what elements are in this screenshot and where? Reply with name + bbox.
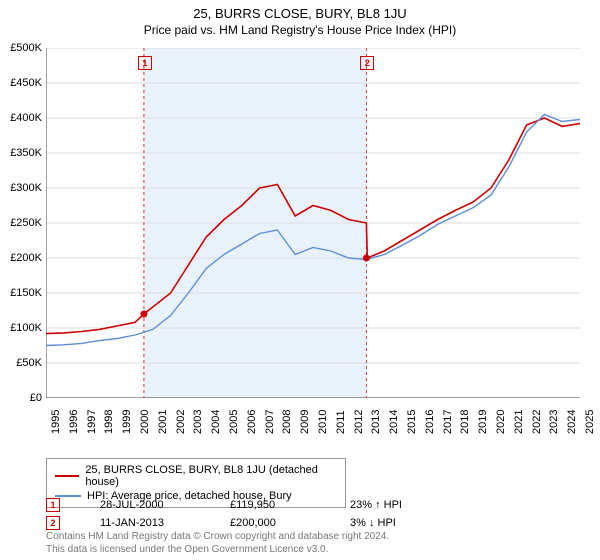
x-tick-label: 2010	[317, 410, 329, 434]
y-tick-label: £400K	[2, 112, 42, 124]
x-tick-label: 2023	[548, 410, 560, 434]
legend-swatch	[55, 495, 81, 497]
figure: 25, BURRS CLOSE, BURY, BL8 1JU Price pai…	[0, 0, 600, 560]
x-tick-label: 2006	[246, 410, 258, 434]
x-tick-label: 1998	[103, 410, 115, 434]
legend-swatch	[55, 475, 79, 477]
x-tick-label: 2004	[210, 410, 222, 434]
footer-attribution: Contains HM Land Registry data © Crown c…	[46, 531, 389, 556]
x-tick-label: 2005	[228, 410, 240, 434]
y-tick-label: £150K	[2, 287, 42, 299]
legend-item: 25, BURRS CLOSE, BURY, BL8 1JU (detached…	[55, 463, 337, 489]
legend-label: 25, BURRS CLOSE, BURY, BL8 1JU (detached…	[85, 464, 337, 488]
x-tick-label: 2025	[584, 410, 596, 434]
chart-subtitle: Price paid vs. HM Land Registry's House …	[0, 21, 600, 37]
chart-marker-2: 2	[360, 56, 374, 70]
x-tick-label: 2022	[531, 410, 543, 434]
x-tick-label: 2003	[192, 410, 204, 434]
x-tick-label: 2007	[264, 410, 276, 434]
transaction-delta: 3% ↓ HPI	[350, 517, 396, 529]
transaction-row: 2 11-JAN-2013 £200,000 3% ↓ HPI	[46, 516, 580, 530]
x-tick-label: 2018	[459, 410, 471, 434]
transaction-marker: 2	[46, 516, 60, 530]
x-tick-label: 2020	[495, 410, 507, 434]
x-tick-label: 2000	[139, 410, 151, 434]
x-tick-label: 2016	[424, 410, 436, 434]
y-tick-label: £450K	[2, 77, 42, 89]
transaction-date: 11-JAN-2013	[100, 517, 190, 529]
x-tick-label: 1997	[86, 410, 98, 434]
y-tick-label: £200K	[2, 252, 42, 264]
y-tick-label: £100K	[2, 322, 42, 334]
chart-marker-1: 1	[138, 56, 152, 70]
y-tick-label: £0	[2, 392, 42, 404]
x-axis-labels: 1995 1996 1997 1998 1999 2000 2001 2002 2003 2004…	[46, 400, 580, 460]
transaction-price: £200,000	[230, 517, 310, 529]
x-tick-label: 2002	[175, 410, 187, 434]
x-tick-label: 2017	[442, 410, 454, 434]
transaction-marker: 1	[46, 498, 60, 512]
x-tick-label: 2008	[281, 410, 293, 434]
transaction-row: 1 28-JUL-2000 £119,950 23% ↑ HPI	[46, 498, 580, 512]
chart-title: 25, BURRS CLOSE, BURY, BL8 1JU	[0, 0, 600, 21]
chart-svg	[46, 48, 580, 398]
y-tick-label: £500K	[2, 42, 42, 54]
x-tick-label: 2015	[406, 410, 418, 434]
x-tick-label: 1995	[50, 410, 62, 434]
x-tick-label: 2011	[335, 410, 347, 434]
x-tick-label: 2024	[566, 410, 578, 434]
y-tick-label: £50K	[2, 357, 42, 369]
x-tick-label: 1996	[68, 410, 80, 434]
x-tick-label: 2019	[477, 410, 489, 434]
y-tick-label: £300K	[2, 182, 42, 194]
x-tick-label: 2001	[157, 410, 169, 434]
footer-line-2: This data is licensed under the Open Gov…	[46, 544, 389, 557]
transaction-price: £119,950	[230, 499, 310, 511]
x-tick-label: 2009	[299, 410, 311, 434]
transaction-date: 28-JUL-2000	[100, 499, 190, 511]
footer-line-1: Contains HM Land Registry data © Crown c…	[46, 531, 389, 544]
y-tick-label: £350K	[2, 147, 42, 159]
x-tick-label: 2012	[353, 410, 365, 434]
transaction-delta: 23% ↑ HPI	[350, 499, 402, 511]
x-tick-label: 2013	[370, 410, 382, 434]
x-tick-label: 2021	[513, 410, 525, 434]
x-tick-label: 1999	[121, 410, 133, 434]
x-tick-label: 2014	[388, 410, 400, 434]
y-tick-label: £250K	[2, 217, 42, 229]
chart-area	[46, 48, 580, 398]
